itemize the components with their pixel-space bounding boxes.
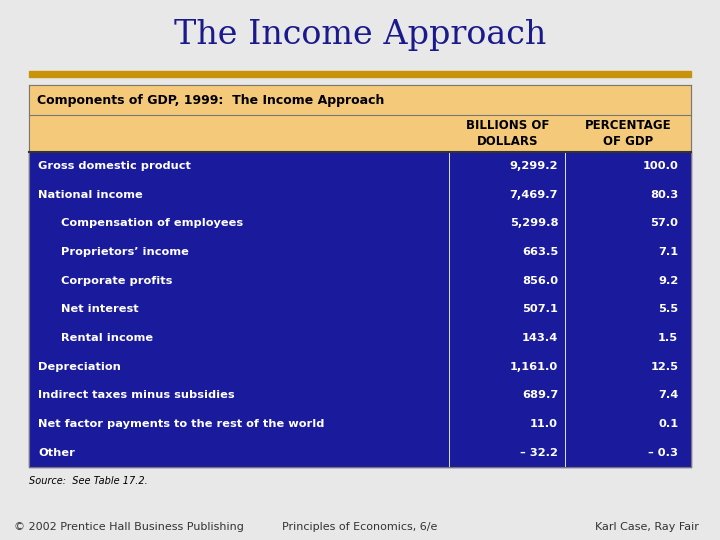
Text: 507.1: 507.1 bbox=[522, 305, 558, 314]
Text: Proprietors’ income: Proprietors’ income bbox=[61, 247, 189, 257]
Text: 100.0: 100.0 bbox=[642, 161, 678, 171]
Text: © 2002 Prentice Hall Business Publishing: © 2002 Prentice Hall Business Publishing bbox=[14, 522, 244, 531]
Text: 689.7: 689.7 bbox=[522, 390, 558, 401]
Text: Indirect taxes minus subsidies: Indirect taxes minus subsidies bbox=[38, 390, 235, 401]
Text: The Income Approach: The Income Approach bbox=[174, 19, 546, 51]
Text: Net factor payments to the rest of the world: Net factor payments to the rest of the w… bbox=[38, 419, 325, 429]
Bar bbox=[29, 152, 691, 467]
Text: PERCENTAGE
OF GDP: PERCENTAGE OF GDP bbox=[585, 119, 672, 148]
Bar bbox=[29, 71, 691, 77]
Text: 1.5: 1.5 bbox=[658, 333, 678, 343]
Text: Source:  See Table 17.2.: Source: See Table 17.2. bbox=[29, 476, 148, 486]
Text: 143.4: 143.4 bbox=[522, 333, 558, 343]
Bar bbox=[29, 115, 691, 152]
Text: 80.3: 80.3 bbox=[650, 190, 678, 200]
Text: BILLIONS OF
DOLLARS: BILLIONS OF DOLLARS bbox=[466, 119, 549, 148]
Text: 5.5: 5.5 bbox=[658, 305, 678, 314]
Text: Compensation of employees: Compensation of employees bbox=[61, 218, 243, 228]
Bar bbox=[29, 85, 691, 115]
Text: National income: National income bbox=[38, 190, 143, 200]
Text: Rental income: Rental income bbox=[61, 333, 153, 343]
Text: Depreciation: Depreciation bbox=[38, 362, 121, 372]
Text: 663.5: 663.5 bbox=[522, 247, 558, 257]
Text: Corporate profits: Corporate profits bbox=[61, 276, 173, 286]
Text: 7,469.7: 7,469.7 bbox=[510, 190, 558, 200]
Text: 0.1: 0.1 bbox=[658, 419, 678, 429]
Text: 9,299.2: 9,299.2 bbox=[510, 161, 558, 171]
Text: 5,299.8: 5,299.8 bbox=[510, 218, 558, 228]
Text: 1,161.0: 1,161.0 bbox=[510, 362, 558, 372]
Text: Principles of Economics, 6/e: Principles of Economics, 6/e bbox=[282, 522, 438, 531]
Text: 7.1: 7.1 bbox=[658, 247, 678, 257]
Text: 7.4: 7.4 bbox=[658, 390, 678, 401]
Text: Other: Other bbox=[38, 448, 75, 458]
Text: 11.0: 11.0 bbox=[530, 419, 558, 429]
Text: – 0.3: – 0.3 bbox=[648, 448, 678, 458]
Text: – 32.2: – 32.2 bbox=[521, 448, 558, 458]
Text: 9.2: 9.2 bbox=[658, 276, 678, 286]
Text: Net interest: Net interest bbox=[61, 305, 139, 314]
Text: Karl Case, Ray Fair: Karl Case, Ray Fair bbox=[595, 522, 698, 531]
Text: Gross domestic product: Gross domestic product bbox=[38, 161, 191, 171]
Text: 856.0: 856.0 bbox=[522, 276, 558, 286]
Text: 12.5: 12.5 bbox=[650, 362, 678, 372]
Text: 57.0: 57.0 bbox=[650, 218, 678, 228]
Text: Components of GDP, 1999:  The Income Approach: Components of GDP, 1999: The Income Appr… bbox=[37, 93, 384, 107]
